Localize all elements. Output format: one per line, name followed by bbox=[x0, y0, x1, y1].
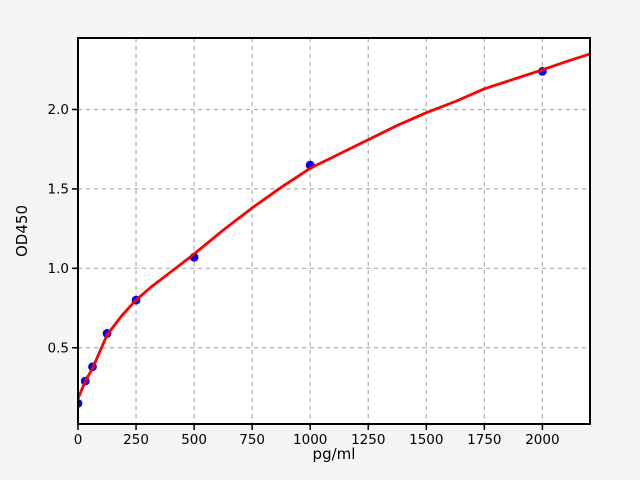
x-tick-label: 2000 bbox=[525, 432, 559, 448]
x-tick-label: 1000 bbox=[293, 432, 327, 448]
x-tick-label: 1250 bbox=[351, 432, 385, 448]
x-tick-label: 750 bbox=[239, 432, 265, 448]
x-tick-label: 500 bbox=[181, 432, 207, 448]
x-axis-label: pg/ml bbox=[313, 445, 356, 463]
y-axis-label: OD450 bbox=[13, 205, 31, 257]
plot-area bbox=[78, 38, 590, 424]
y-tick-label: 2.0 bbox=[48, 102, 69, 118]
axis-ticks bbox=[72, 108, 544, 430]
y-tick-label: 0.5 bbox=[48, 340, 69, 356]
fit-curve-line bbox=[78, 52, 590, 400]
y-tick-label: 1.5 bbox=[48, 181, 69, 197]
tick-labels: 0 250 500 750 1000 1250 1500 1750 2000 0.5 1.0 1.5 2… bbox=[48, 102, 560, 448]
fit-curve bbox=[78, 52, 590, 400]
x-tick-label: 1500 bbox=[409, 432, 443, 448]
gridlines bbox=[77, 38, 590, 424]
x-tick-label: 1750 bbox=[467, 432, 501, 448]
x-tick-label: 250 bbox=[123, 432, 149, 448]
y-tick-label: 1.0 bbox=[48, 261, 69, 277]
axes-frame bbox=[77, 37, 591, 425]
data-point bbox=[78, 398, 83, 408]
x-tick-label: 0 bbox=[74, 432, 83, 448]
